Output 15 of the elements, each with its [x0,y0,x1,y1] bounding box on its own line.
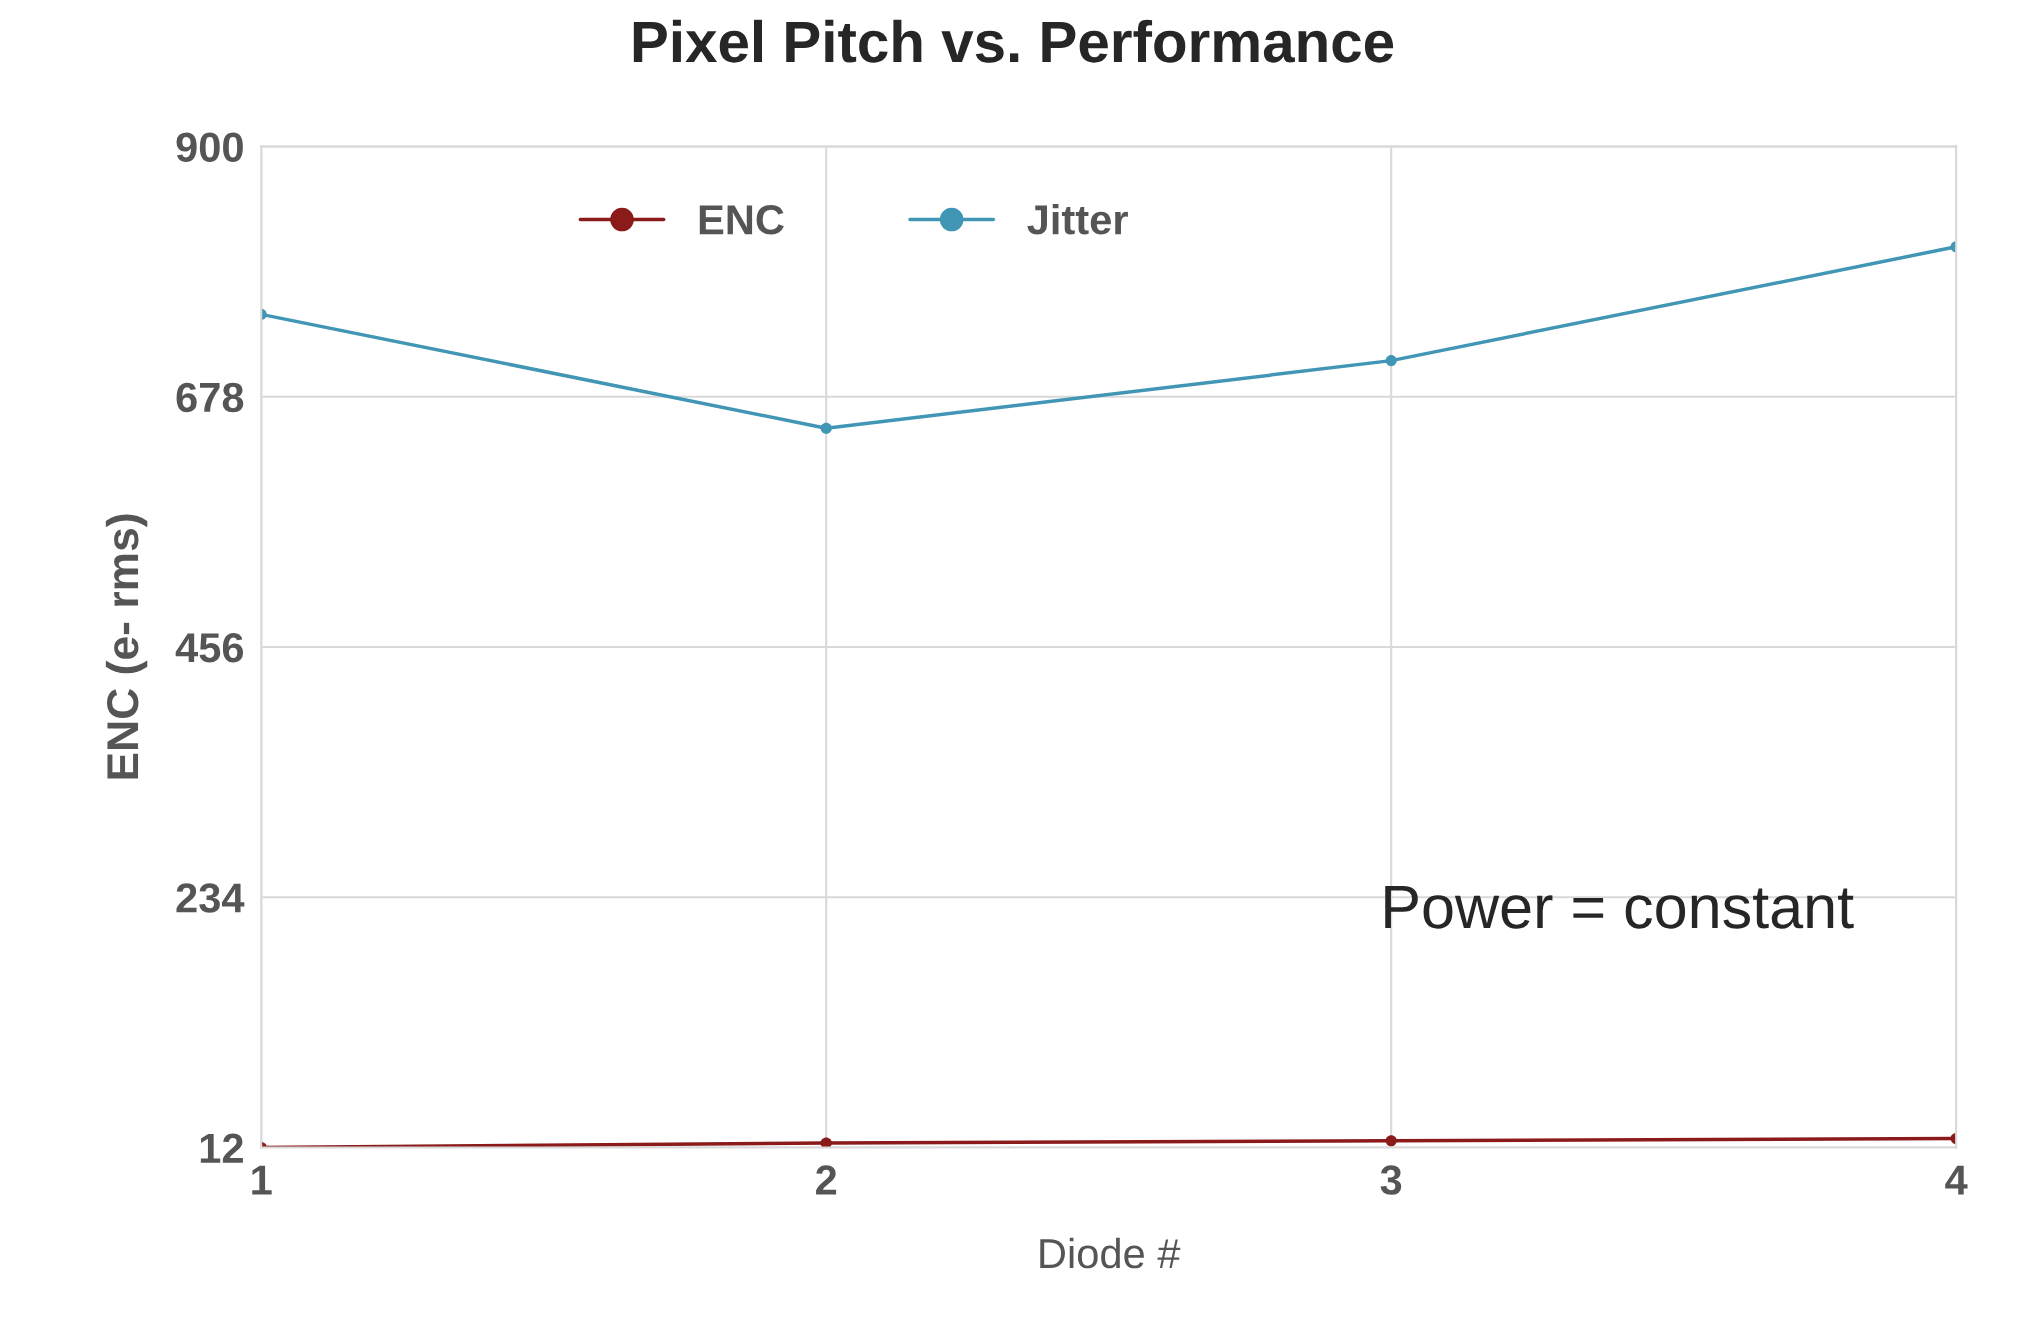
legend-label: Jitter [1027,203,1128,235]
x-tick-label: 1 [252,1165,272,1195]
legend-label: ENC [699,205,784,235]
y-tick-label: 234 [176,883,245,913]
y-tick-label: 12 [200,1133,243,1163]
y-tick-label: 678 [176,382,244,413]
x-axis-title: Diode # [1040,1237,1181,1269]
x-tick-label: 4 [1945,1165,1968,1195]
x-tick-label: 3 [1380,1165,1402,1195]
chart-title: Pixel Pitch vs. Performance [633,19,1394,63]
x-tick-label: 2 [816,1165,837,1195]
annotation: Power = constant [1385,886,1854,929]
y-axis-title: ENC (e- rms) [105,514,148,779]
y-tick-label: 456 [175,632,244,663]
y-tick-label: 900 [176,132,243,162]
